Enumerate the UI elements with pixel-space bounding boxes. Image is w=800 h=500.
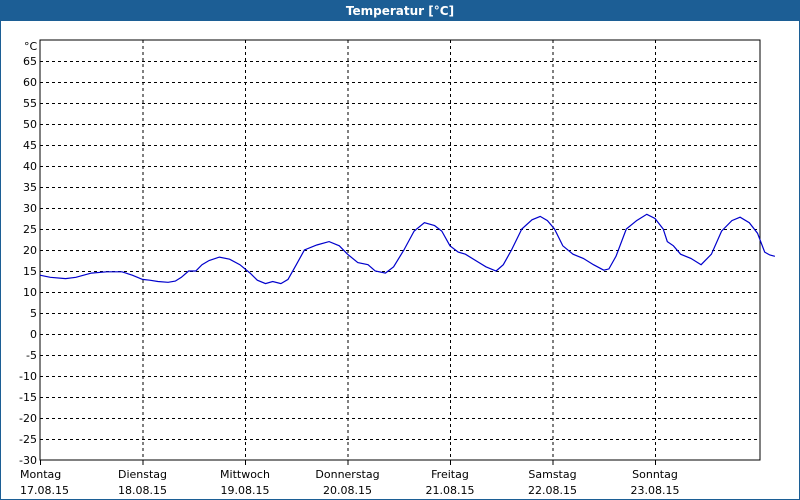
- y-tick-label: 60: [23, 76, 37, 89]
- y-tick-label: -25: [19, 433, 37, 446]
- x-tick-labels: Montag 17.08.15 Dienstag 18.08.15 Mittwoch 19…: [20, 460, 679, 497]
- y-tick-label: 15: [23, 265, 37, 278]
- x-tick-date-label: 20.08.15: [323, 484, 372, 497]
- y-tick-label: 40: [23, 160, 37, 173]
- x-tick-day-label: Montag: [20, 468, 61, 481]
- y-tick-label: 65: [23, 55, 37, 68]
- x-tick-day-label: Donnerstag: [315, 468, 379, 481]
- x-tick-date-label: 17.08.15: [20, 484, 69, 497]
- x-tick-date-label: 19.08.15: [221, 484, 270, 497]
- y-tick-labels: 65605550454035302520151050-5-10-15-20-25…: [19, 55, 37, 467]
- x-tick-date-label: 18.08.15: [118, 484, 167, 497]
- grid-lines: [40, 40, 760, 460]
- x-tick-day-label: Samstag: [528, 468, 576, 481]
- x-tick-day-label: Freitag: [431, 468, 469, 481]
- y-tick-label: -15: [19, 391, 37, 404]
- temperature-series-line: [39, 213, 776, 285]
- x-tick-date-label: 23.08.15: [631, 484, 680, 497]
- y-tick-label: -30: [19, 454, 37, 467]
- y-tick-label: 55: [23, 97, 37, 110]
- x-tick-day-label: Dienstag: [118, 468, 167, 481]
- y-tick-label: 10: [23, 286, 37, 299]
- y-tick-label: -5: [26, 349, 37, 362]
- plot-area-border: [39, 39, 761, 461]
- y-axis-unit-label: °C: [24, 40, 38, 53]
- y-tick-label: 45: [23, 139, 37, 152]
- y-tick-label: 5: [30, 307, 37, 320]
- y-tick-label: 30: [23, 202, 37, 215]
- x-tick-date-label: 22.08.15: [528, 484, 577, 497]
- y-tick-label: 0: [30, 328, 37, 341]
- y-tick-label: -20: [19, 412, 37, 425]
- y-tick-label: -10: [19, 370, 37, 383]
- series-group: [39, 213, 776, 285]
- y-tick-label: 35: [23, 181, 37, 194]
- chart-title: Temperatur [°C]: [1, 1, 799, 21]
- x-tick-date-label: 21.08.15: [426, 484, 475, 497]
- x-tick-day-label: Sonntag: [632, 468, 678, 481]
- y-tick-label: 50: [23, 118, 37, 131]
- y-tick-label: 20: [23, 244, 37, 257]
- x-tick-day-label: Mittwoch: [220, 468, 270, 481]
- y-tick-label: 25: [23, 223, 37, 236]
